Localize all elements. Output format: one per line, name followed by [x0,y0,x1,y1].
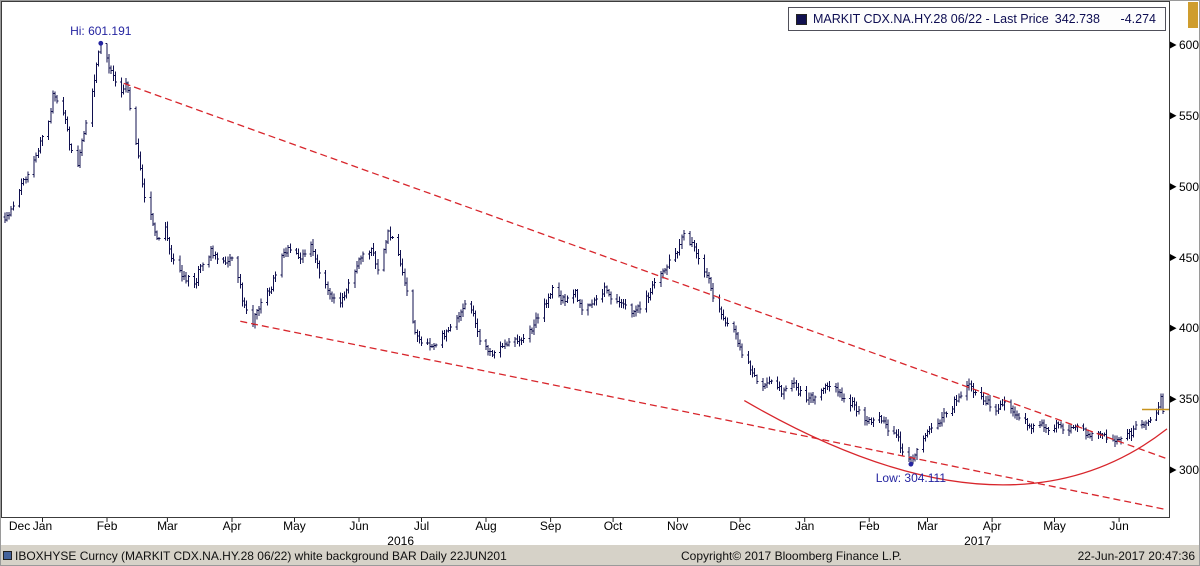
terminal-icon[interactable] [3,551,12,560]
x-axis-month-label: Jan [32,519,53,533]
x-axis-month-label: Jun [349,519,369,533]
series-swatch-icon [796,13,807,25]
y-axis-tick-label: 600 [1179,38,1200,52]
legend-box[interactable]: MARKIT CDX.NA.HY.28 06/22 - Last Price 3… [788,7,1166,31]
status-copyright: Copyright© 2017 Bloomberg Finance L.P. [681,549,902,563]
low-annotation: Low: 304.111 [875,471,946,486]
x-axis-month-label: Feb [96,519,118,533]
x-axis-month-label: Mar [917,519,938,533]
scroll-indicator[interactable] [1188,2,1198,28]
y-axis-tick-label: 500 [1179,179,1200,194]
x-axis-year-label: 2017 [964,534,991,548]
y-axis-tick-label: 550 [1179,108,1200,123]
x-axis-month-label: May [1043,519,1066,533]
legend-change: -4.274 [1120,12,1156,26]
legend-series-label: MARKIT CDX.NA.HY.28 06/22 - Last Price [813,12,1049,26]
x-axis-month-label: May [283,519,306,533]
y-axis-tick-label: 450 [1179,250,1200,265]
x-axis-year-label: 2016 [387,534,415,548]
x-axis-month-label: Apr [222,519,242,533]
high-annotation: Hi: 601.191 [70,24,132,39]
x-axis-month-label: Jul [413,519,430,533]
y-axis-tick-label: 400 [1179,321,1200,336]
x-axis-month-label: Dec [729,519,751,533]
x-axis-month-label: Mar [157,519,178,533]
x-axis-month-label: Feb [858,519,880,533]
status-left-text: IBOXHYSE Curncy (MARKIT CDX.NA.HY.28 06/… [15,549,507,563]
x-axis-month-label: Sep [539,519,562,533]
x-axis-month-label: Apr [982,519,1002,533]
status-datetime: 22-Jun-2017 20:47:36 [1077,549,1195,563]
x-axis-month-label: Dec [8,519,31,533]
x-axis-month-label: Jan [794,519,815,533]
y-axis-tick-label: 300 [1179,463,1200,477]
x-axis-month-label: Aug [475,519,497,533]
x-axis-month-label: Nov [666,519,689,533]
status-bar: IBOXHYSE Curncy (MARKIT CDX.NA.HY.28 06/… [1,545,1199,565]
x-axis-month-label: Jun [1109,519,1129,533]
y-axis-tick-label: 350 [1179,392,1200,407]
legend-last-price: 342.738 [1054,12,1100,26]
x-axis-month-label: Oct [603,519,623,533]
